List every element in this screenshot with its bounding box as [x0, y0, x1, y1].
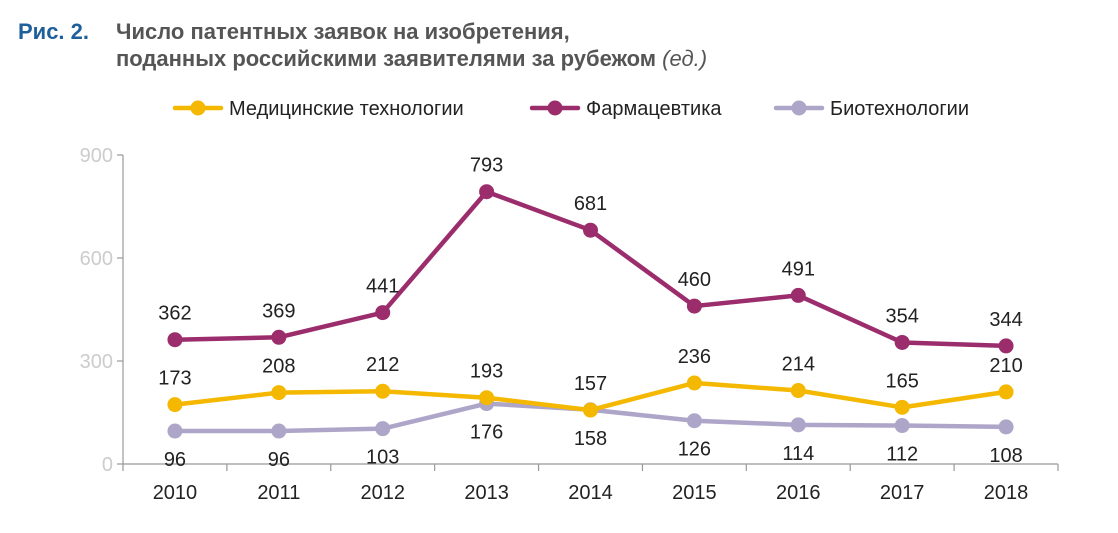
data-point-bio: [271, 423, 287, 439]
x-tick-label: 2014: [568, 482, 613, 504]
x-tick-label: 2017: [880, 482, 925, 504]
data-label-medical: 214: [782, 354, 815, 376]
data-point-medical: [271, 385, 287, 401]
data-label-bio: 103: [366, 447, 399, 469]
x-tick-label: 2010: [153, 482, 198, 504]
x-tick-label: 2013: [464, 482, 509, 504]
data-point-medical: [998, 384, 1014, 400]
x-tick-label: 2016: [776, 482, 821, 504]
figure-title-line2-wrap: поданных российскими заявителями за рубе…: [116, 45, 707, 72]
data-label-pharma: 681: [574, 193, 607, 215]
data-label-pharma: 793: [470, 155, 503, 177]
data-point-medical: [583, 402, 598, 418]
data-point-pharma: [686, 298, 702, 314]
data-label-pharma: 441: [366, 276, 399, 298]
data-point-pharma: [375, 305, 391, 321]
data-label-bio: 112: [886, 444, 918, 466]
data-label-medical: 236: [678, 346, 711, 368]
y-tick-label: 900: [80, 145, 113, 167]
figure-title-line2: поданных российскими заявителями за рубе…: [116, 46, 657, 71]
data-label-medical: 212: [366, 354, 399, 376]
figure-number: Рис. 2.: [18, 19, 90, 44]
data-label-pharma: 344: [989, 309, 1022, 331]
x-tick-label: 2018: [984, 482, 1029, 504]
y-tick-label: 0: [102, 454, 113, 476]
data-point-medical: [167, 397, 183, 413]
legend-marker-medical: [190, 100, 206, 116]
legend-label-medical: Медицинские технологии: [229, 98, 464, 120]
data-label-medical: 173: [158, 368, 191, 390]
data-point-medical: [479, 390, 495, 406]
data-point-medical: [375, 383, 391, 399]
data-point-pharma: [479, 184, 495, 200]
y-tick-label: 300: [80, 351, 113, 373]
data-label-bio: 158: [574, 428, 607, 450]
data-label-medical: 208: [262, 356, 295, 378]
data-point-pharma: [271, 329, 287, 345]
data-label-bio: 108: [989, 445, 1022, 467]
data-label-medical: 193: [470, 361, 503, 383]
data-label-bio: 96: [268, 449, 290, 471]
data-label-bio: 126: [678, 439, 711, 461]
data-label-medical: 165: [885, 370, 918, 392]
data-label-pharma: 491: [782, 258, 815, 280]
figure-title-line1: Число патентных заявок на изобретения,: [116, 19, 570, 44]
legend-marker-pharma: [547, 100, 563, 116]
data-label-pharma: 369: [262, 300, 295, 322]
data-point-medical: [686, 375, 702, 391]
legend-label-bio: Биотехнологии: [830, 98, 969, 120]
chart-axes: 0 300 600 900 2010 2011 2012 2013 2014 2015 2016 20…: [80, 145, 1059, 504]
chart-data-labels: 173 208 212 193 157 236 214 165 210 362 369 441 793 6…: [158, 155, 1022, 471]
data-label-bio: 176: [470, 422, 503, 444]
data-point-bio: [375, 421, 391, 437]
y-tick-label: 600: [80, 248, 113, 270]
data-point-medical: [894, 399, 910, 415]
legend-label-pharma: Фармацевтика: [586, 98, 722, 120]
x-tick-label: 2012: [360, 482, 405, 504]
chart-legend: Медицинские технологии Фармацевтика Биотех…: [172, 98, 969, 120]
data-point-bio: [790, 417, 806, 433]
data-point-bio: [998, 419, 1014, 435]
figure-title: Число патентных заявок на изобретения, п…: [116, 18, 707, 72]
data-point-bio: [894, 418, 910, 434]
data-point-pharma: [998, 338, 1014, 354]
x-tick-label: 2011: [257, 482, 300, 504]
data-label-bio: 114: [782, 443, 814, 465]
data-point-bio: [686, 413, 702, 429]
legend-marker-bio: [791, 100, 807, 116]
data-point-medical: [790, 383, 806, 399]
data-label-pharma: 362: [158, 303, 191, 325]
figure-unit: (ед.): [662, 46, 708, 71]
data-point-pharma: [790, 287, 806, 303]
data-label-medical: 210: [989, 355, 1022, 377]
data-point-pharma: [894, 334, 910, 350]
data-label-medical: 157: [574, 373, 607, 395]
data-label-bio: 96: [164, 449, 186, 471]
data-point-pharma: [583, 222, 598, 238]
data-label-pharma: 354: [885, 305, 918, 327]
x-tick-label: 2015: [672, 482, 717, 504]
data-label-pharma: 460: [678, 269, 711, 291]
chart-series: [167, 184, 1014, 439]
data-point-pharma: [167, 332, 183, 348]
data-point-bio: [167, 423, 183, 439]
figure-header: Рис. 2. Число патентных заявок на изобре…: [18, 18, 707, 72]
